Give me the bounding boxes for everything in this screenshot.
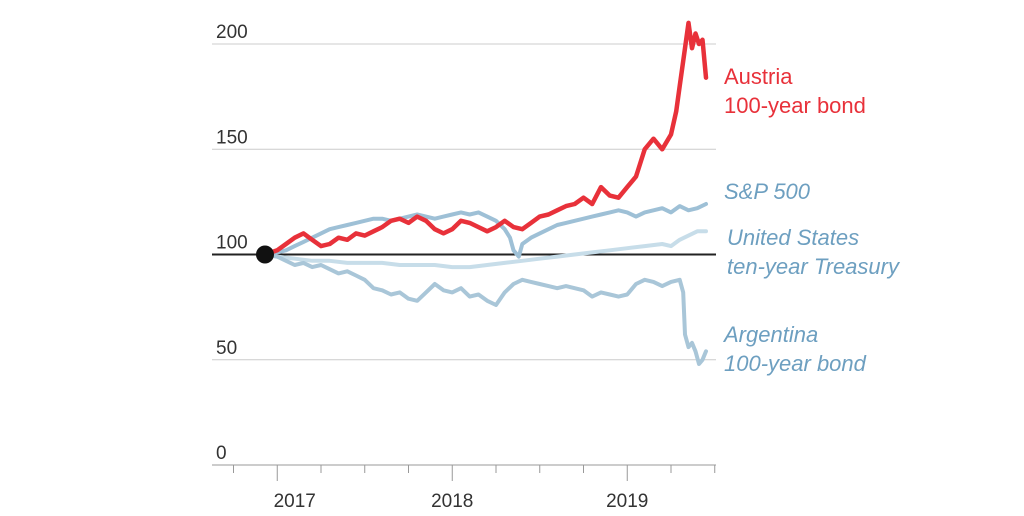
start-marker	[256, 245, 274, 264]
series-labels: Austria 100-year bond S&P 500 United States…	[722, 64, 901, 376]
y-tick-label-150: 150	[216, 127, 248, 148]
series-line-austria	[262, 20, 709, 257]
series-line-argentina	[263, 252, 708, 366]
series-label-sp500-0: S&P 500	[724, 179, 811, 204]
series-label-treasury-0: United States	[727, 225, 859, 250]
y-tick-label-200: 200	[216, 22, 248, 43]
series-label-argentina-0: Argentina	[722, 322, 818, 347]
y-tick-label-100: 100	[216, 233, 248, 254]
series-label-treasury-1: ten-year Treasury	[727, 254, 901, 279]
series-label-austria-0: Austria	[724, 64, 793, 89]
x-tick-label-2017: 2017	[274, 491, 316, 512]
x-axis: 2017 2018 2019	[212, 464, 716, 512]
series-line-sp500	[263, 202, 708, 259]
series-label-argentina-1: 100-year bond	[724, 351, 867, 376]
y-tick-label-0: 0	[216, 443, 227, 464]
series-line-treasury	[263, 229, 708, 270]
series-label-austria-1: 100-year bond	[724, 93, 866, 118]
start-marker-group	[256, 245, 274, 264]
series-lines	[262, 20, 709, 366]
x-tick-label-2019: 2019	[606, 491, 648, 512]
x-tick-label-2018: 2018	[431, 491, 473, 512]
y-tick-label-50: 50	[216, 338, 237, 359]
y-tick-labels: 0 50 100 150 200	[216, 22, 248, 464]
